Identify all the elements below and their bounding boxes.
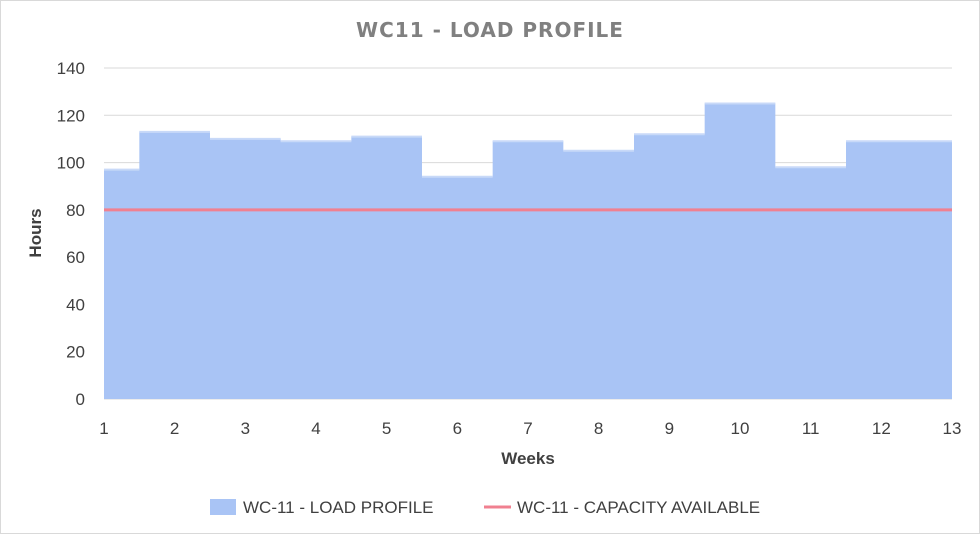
x-axis-ticks: 1 2 3 4 5 6 7 8 9 10 11 12 13 [99, 419, 961, 438]
x-tick-label-7: 7 [523, 419, 532, 438]
x-tick-label-3: 3 [241, 419, 250, 438]
x-tick-label-2: 2 [170, 419, 179, 438]
legend-label-load-profile: WC-11 - LOAD PROFILE [243, 498, 434, 517]
y-tick-label-40: 40 [66, 295, 85, 314]
x-tick-label-13: 13 [943, 419, 962, 438]
x-tick-label-9: 9 [665, 419, 674, 438]
y-tick-label-140: 140 [57, 59, 85, 78]
chart-title: WC11 - LOAD PROFILE [356, 18, 624, 42]
legend: WC-11 - LOAD PROFILE WC-11 - CAPACITY AV… [210, 498, 760, 517]
legend-label-capacity: WC-11 - CAPACITY AVAILABLE [517, 498, 760, 517]
load-profile-area-layer [104, 102, 952, 399]
x-tick-label-6: 6 [453, 419, 462, 438]
x-axis-label: Weeks [501, 449, 555, 468]
x-tick-label-10: 10 [731, 419, 750, 438]
y-axis-ticks: 0 20 40 60 80 100 120 140 [57, 59, 85, 409]
y-tick-label-120: 120 [57, 106, 85, 125]
legend-swatch-load-profile [210, 499, 236, 515]
x-tick-label-11: 11 [802, 419, 820, 438]
x-tick-label-4: 4 [311, 419, 320, 438]
x-tick-label-8: 8 [594, 419, 603, 438]
load-profile-area [104, 103, 952, 399]
y-axis-label: Hours [26, 208, 45, 257]
y-tick-label-60: 60 [66, 248, 85, 267]
y-tick-label-0: 0 [76, 390, 85, 409]
x-tick-label-5: 5 [382, 419, 391, 438]
x-tick-label-12: 12 [872, 419, 891, 438]
x-tick-label-1: 1 [99, 419, 108, 438]
y-tick-label-20: 20 [66, 343, 85, 362]
y-tick-label-80: 80 [66, 201, 85, 220]
y-tick-label-100: 100 [57, 154, 85, 173]
